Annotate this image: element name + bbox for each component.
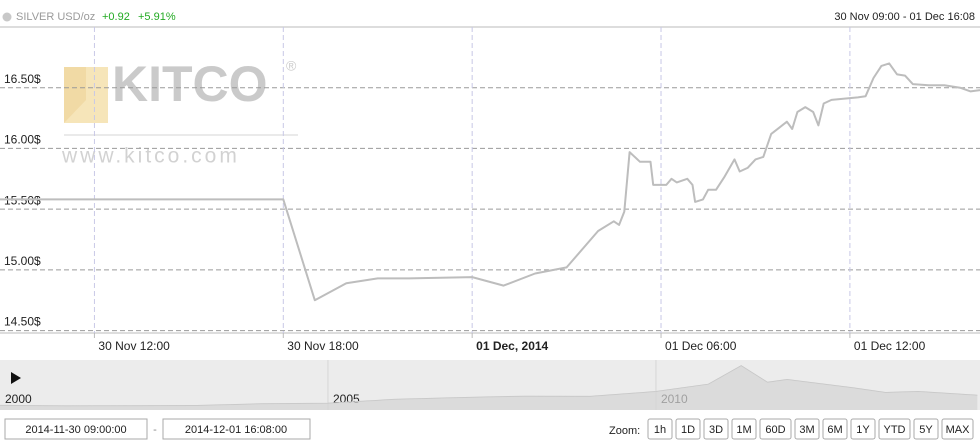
- range-label: 30 Nov 09:00 - 01 Dec 16:08: [834, 11, 975, 23]
- date-from: 2014-11-30 09:00:00: [25, 424, 126, 436]
- date-to: 2014-12-01 16:08:00: [185, 424, 287, 436]
- zoom-button-label[interactable]: 3D: [709, 424, 723, 436]
- zoom-button[interactable]: [759, 418, 792, 440]
- y-tick-label: 15.00$: [4, 254, 41, 268]
- date-to-input[interactable]: [162, 418, 311, 440]
- x-tick-label: 01 Dec 12:00: [854, 339, 926, 353]
- zoom-button[interactable]: [647, 418, 673, 440]
- y-tick-label: 16.50$: [4, 72, 41, 86]
- zoom-button-label[interactable]: 1Y: [856, 424, 870, 436]
- zoom-button-label[interactable]: 1h: [654, 424, 666, 436]
- zoom-button[interactable]: [703, 418, 729, 440]
- watermark-registered: ®: [286, 58, 297, 74]
- price-line: [0, 62, 980, 302]
- y-tick-label: 16.00$: [4, 133, 41, 147]
- zoom-button-label[interactable]: 1D: [681, 424, 695, 436]
- x-tick-label: 01 Dec 06:00: [665, 339, 737, 353]
- zoom-button-label[interactable]: 6M: [827, 424, 842, 436]
- date-separator: -: [153, 424, 157, 436]
- zoom-button-label[interactable]: YTD: [884, 424, 906, 436]
- series-marker: [2, 12, 12, 22]
- watermark-url: www.kitco.com: [61, 145, 240, 168]
- zoom-button-label[interactable]: 3M: [799, 424, 814, 436]
- zoom-button[interactable]: [913, 418, 939, 440]
- x-tick-label: 30 Nov 18:00: [287, 339, 359, 353]
- zoom-label: Zoom:: [609, 425, 640, 437]
- zoom-button-label[interactable]: MAX: [946, 424, 971, 436]
- zoom-button[interactable]: [850, 418, 876, 440]
- play-button[interactable]: [11, 372, 21, 384]
- zoom-button[interactable]: [822, 418, 848, 440]
- navigator-tick-label: 2000: [5, 392, 32, 406]
- percent-change: +5.91%: [138, 11, 176, 23]
- watermark-brand: KITCO: [112, 56, 268, 112]
- price-change: +0.92: [102, 11, 130, 23]
- zoom-button-label[interactable]: 1M: [736, 424, 751, 436]
- watermark: KITCO ® www.kitco.com: [61, 56, 298, 168]
- logo-icon-shade: [64, 67, 86, 123]
- instrument-title: SILVER USD/oz: [16, 11, 95, 23]
- y-tick-label: 14.50$: [4, 315, 41, 329]
- zoom-button-label[interactable]: 5Y: [919, 424, 933, 436]
- zoom-button-label[interactable]: 60D: [765, 424, 785, 436]
- x-tick-label: 30 Nov 12:00: [98, 339, 170, 353]
- navigator-area: [0, 365, 978, 410]
- x-tick-label: 01 Dec, 2014: [476, 339, 548, 353]
- zoom-button[interactable]: [878, 418, 911, 440]
- zoom-button[interactable]: [731, 418, 757, 440]
- zoom-button[interactable]: [941, 418, 974, 440]
- date-from-input[interactable]: [4, 418, 148, 440]
- zoom-button[interactable]: [675, 418, 701, 440]
- zoom-button[interactable]: [794, 418, 820, 440]
